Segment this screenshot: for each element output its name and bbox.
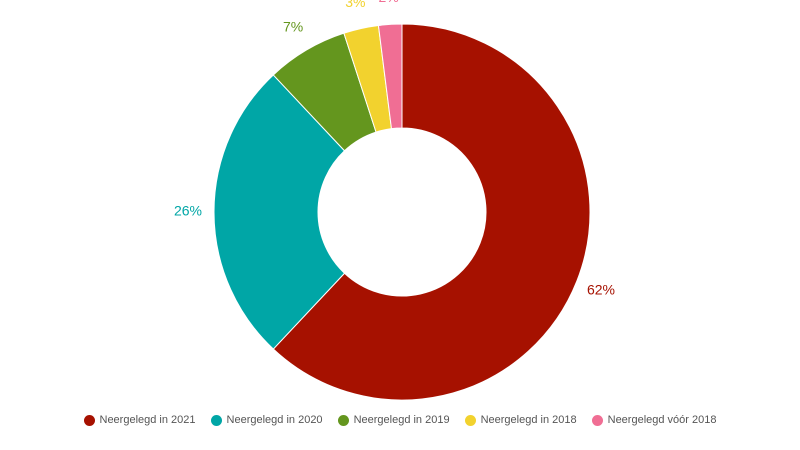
legend-label-before-2018: Neergelegd vóór 2018 bbox=[607, 414, 717, 426]
legend-marker-2018 bbox=[464, 414, 476, 426]
slice-2021[interactable] bbox=[272, 23, 591, 401]
legend-item-2020[interactable]: Neergelegd in 2020 bbox=[210, 414, 323, 426]
slice-before-2018[interactable] bbox=[377, 23, 403, 130]
legend-item-before-2018[interactable]: Neergelegd vóór 2018 bbox=[591, 414, 717, 426]
slice-2020[interactable] bbox=[213, 74, 346, 350]
slice-label-2020: 26% bbox=[174, 203, 202, 219]
legend-item-2018[interactable]: Neergelegd in 2018 bbox=[464, 414, 577, 426]
slice-labels-group: 62% 26% 7% 3% 2% bbox=[174, 0, 615, 297]
legend-marker-2021 bbox=[83, 414, 95, 426]
legend-label-2019: Neergelegd in 2019 bbox=[353, 414, 450, 426]
slice-label-2021: 62% bbox=[587, 281, 615, 297]
donut-chart: 62% 26% 7% 3% 2% bbox=[174, 0, 615, 401]
legend-item-2021[interactable]: Neergelegd in 2021 bbox=[83, 414, 196, 426]
slice-label-before-2018: 2% bbox=[378, 0, 398, 5]
slice-label-2019: 7% bbox=[283, 19, 303, 35]
chart-legend: Neergelegd in 2021 Neergelegd in 2020 Ne… bbox=[0, 410, 800, 430]
slice-label-2018: 3% bbox=[345, 0, 365, 10]
legend-item-2019[interactable]: Neergelegd in 2019 bbox=[337, 414, 450, 426]
legend-marker-before-2018 bbox=[591, 414, 603, 426]
legend-label-2018: Neergelegd in 2018 bbox=[480, 414, 577, 426]
slices-group bbox=[213, 23, 591, 401]
legend-label-2020: Neergelegd in 2020 bbox=[226, 414, 323, 426]
legend-marker-2019 bbox=[337, 414, 349, 426]
legend-label-2021: Neergelegd in 2021 bbox=[99, 414, 196, 426]
legend-marker-2020 bbox=[210, 414, 222, 426]
